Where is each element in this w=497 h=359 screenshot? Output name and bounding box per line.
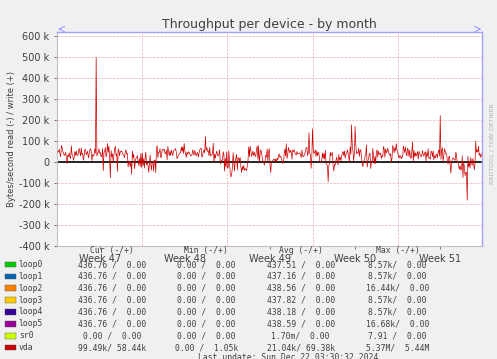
Text: Cur (-/+): Cur (-/+) xyxy=(90,246,134,255)
Text: 438.56 /  0.00: 438.56 / 0.00 xyxy=(266,284,335,293)
Text: loop4: loop4 xyxy=(19,307,43,317)
Text: 0.00 /  0.00: 0.00 / 0.00 xyxy=(177,260,236,269)
Text: 8.57k/  0.00: 8.57k/ 0.00 xyxy=(368,260,427,269)
Text: 438.59 /  0.00: 438.59 / 0.00 xyxy=(266,319,335,328)
Text: Avg (-/+): Avg (-/+) xyxy=(279,246,323,255)
Text: 0.00 /  0.00: 0.00 / 0.00 xyxy=(177,307,236,317)
Text: loop5: loop5 xyxy=(19,319,43,328)
Text: 0.00 /  0.00: 0.00 / 0.00 xyxy=(177,272,236,281)
Text: 0.00 /  0.00: 0.00 / 0.00 xyxy=(83,331,141,340)
Text: 1.70m/  0.00: 1.70m/ 0.00 xyxy=(271,331,330,340)
Text: 0.00 /  0.00: 0.00 / 0.00 xyxy=(177,295,236,305)
Text: loop1: loop1 xyxy=(19,272,43,281)
Text: vda: vda xyxy=(19,343,33,352)
Text: 436.76 /  0.00: 436.76 / 0.00 xyxy=(78,307,146,317)
Text: 21.04k/ 69.38k: 21.04k/ 69.38k xyxy=(266,343,335,352)
Text: 436.76 /  0.00: 436.76 / 0.00 xyxy=(78,319,146,328)
Text: Last update: Sun Dec 22 03:30:32 2024: Last update: Sun Dec 22 03:30:32 2024 xyxy=(198,353,378,359)
Text: Max (-/+): Max (-/+) xyxy=(376,246,419,255)
Text: 436.76 /  0.00: 436.76 / 0.00 xyxy=(78,284,146,293)
Text: 438.18 /  0.00: 438.18 / 0.00 xyxy=(266,307,335,317)
Text: 437.82 /  0.00: 437.82 / 0.00 xyxy=(266,295,335,305)
Y-axis label: Bytes/second read (-) / write (+): Bytes/second read (-) / write (+) xyxy=(7,71,16,207)
Text: RRDTOOL / TOBI OETIKER: RRDTOOL / TOBI OETIKER xyxy=(490,103,495,184)
Text: 0.00 /  0.00: 0.00 / 0.00 xyxy=(177,284,236,293)
Text: 7.91 /  0.00: 7.91 / 0.00 xyxy=(368,331,427,340)
Text: 8.57k/  0.00: 8.57k/ 0.00 xyxy=(368,307,427,317)
Text: 437.16 /  0.00: 437.16 / 0.00 xyxy=(266,272,335,281)
Text: 5.37M/  5.44M: 5.37M/ 5.44M xyxy=(366,343,429,352)
Text: 0.00 /  0.00: 0.00 / 0.00 xyxy=(177,319,236,328)
Text: 8.57k/  0.00: 8.57k/ 0.00 xyxy=(368,272,427,281)
Text: 436.76 /  0.00: 436.76 / 0.00 xyxy=(78,295,146,305)
Text: 0.00 /  1.05k: 0.00 / 1.05k xyxy=(174,343,238,352)
Text: 437.51 /  0.00: 437.51 / 0.00 xyxy=(266,260,335,269)
Text: loop3: loop3 xyxy=(19,295,43,305)
Text: loop2: loop2 xyxy=(19,284,43,293)
Text: 8.57k/  0.00: 8.57k/ 0.00 xyxy=(368,295,427,305)
Text: loop0: loop0 xyxy=(19,260,43,269)
Text: 0.00 /  0.00: 0.00 / 0.00 xyxy=(177,331,236,340)
Text: Min (-/+): Min (-/+) xyxy=(184,246,228,255)
Text: 16.68k/  0.00: 16.68k/ 0.00 xyxy=(366,319,429,328)
Text: 99.49k/ 58.44k: 99.49k/ 58.44k xyxy=(78,343,146,352)
Text: 436.76 /  0.00: 436.76 / 0.00 xyxy=(78,260,146,269)
Title: Throughput per device - by month: Throughput per device - by month xyxy=(162,18,377,31)
Text: 16.44k/  0.00: 16.44k/ 0.00 xyxy=(366,284,429,293)
Text: sr0: sr0 xyxy=(19,331,33,340)
Text: 436.76 /  0.00: 436.76 / 0.00 xyxy=(78,272,146,281)
